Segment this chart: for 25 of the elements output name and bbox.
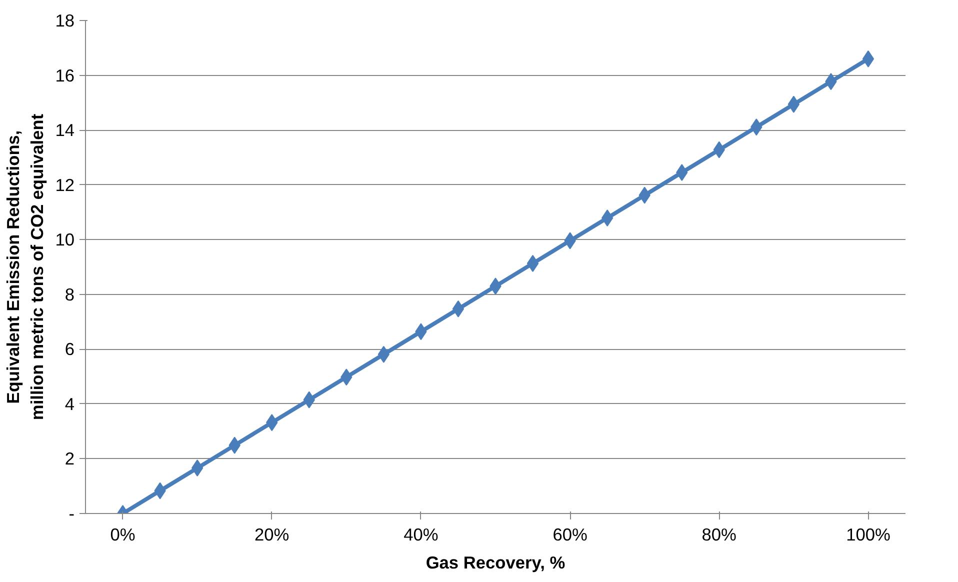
point — [788, 96, 800, 113]
x-tick-label: 80% — [702, 524, 736, 544]
x-tick-label: 40% — [404, 524, 438, 544]
point — [191, 460, 204, 477]
y-axis-title: Equivalent Emission Reductions, million metric tons of CO2 equivalent — [3, 114, 48, 420]
y-tick-label: 12 — [55, 174, 75, 195]
y-tick-label: 18 — [55, 10, 75, 30]
point — [526, 254, 539, 272]
point — [601, 209, 614, 226]
y-tick-label: 6 — [64, 339, 75, 360]
x-tick-label: 100% — [846, 524, 890, 544]
point — [378, 346, 390, 363]
y-tick-label: 8 — [64, 284, 75, 304]
y-tick-label: 10 — [55, 230, 75, 250]
point — [862, 50, 874, 68]
point — [452, 300, 464, 318]
x-tick-label: 0% — [110, 524, 136, 544]
y-tick-label: 16 — [55, 65, 75, 86]
x-tick-label: 60% — [552, 524, 588, 544]
y-tick-label: 4 — [64, 394, 75, 414]
x-tick-label: 20% — [254, 524, 290, 544]
y-tick-label: 2 — [64, 448, 75, 469]
y-tick-label: 14 — [55, 120, 75, 140]
y-tick-label: - — [68, 504, 75, 524]
x-axis-title: Gas Recovery, % — [426, 552, 566, 572]
